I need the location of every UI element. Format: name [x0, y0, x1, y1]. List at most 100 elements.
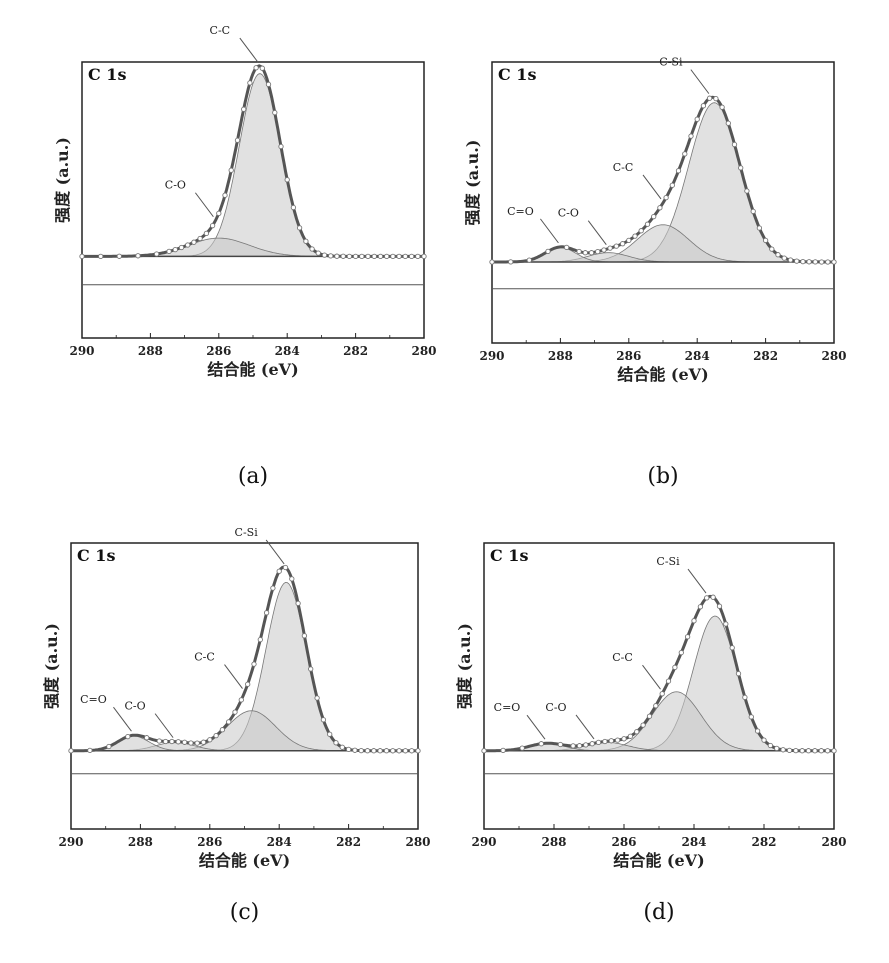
- data-point: [832, 260, 836, 264]
- data-point: [695, 117, 699, 121]
- data-point: [227, 720, 231, 724]
- x-tick-label: 286: [616, 349, 641, 363]
- data-point: [726, 121, 730, 125]
- annotation-label: C-C: [194, 651, 215, 664]
- data-point: [353, 254, 357, 258]
- data-point: [409, 254, 413, 258]
- data-point: [795, 259, 799, 263]
- x-tick-label: 288: [138, 344, 163, 358]
- data-point: [641, 723, 645, 727]
- data-point: [304, 239, 308, 243]
- data-point: [615, 738, 619, 742]
- data-point: [167, 249, 171, 253]
- data-point: [639, 229, 643, 233]
- data-point: [385, 254, 389, 258]
- data-point: [266, 82, 270, 86]
- data-point: [794, 748, 798, 752]
- data-point: [705, 596, 709, 600]
- data-point: [676, 169, 680, 173]
- annotation-label: C=O: [507, 205, 534, 218]
- data-point: [717, 604, 721, 608]
- x-tick-label: 286: [197, 835, 222, 849]
- data-point: [416, 749, 420, 753]
- data-point: [660, 692, 664, 696]
- data-point: [724, 622, 728, 626]
- plot-frame: [484, 543, 834, 829]
- data-point: [628, 734, 632, 738]
- y-axis-label: 强度 (a.u.): [463, 140, 482, 226]
- data-point: [309, 667, 313, 671]
- data-point: [781, 748, 785, 752]
- data-point: [654, 704, 658, 708]
- data-point: [627, 238, 631, 242]
- data-point: [189, 741, 193, 745]
- x-tick-label: 280: [821, 835, 846, 849]
- data-point: [117, 254, 121, 258]
- data-point: [743, 695, 747, 699]
- x-tick-label: 290: [479, 349, 504, 363]
- data-point: [736, 671, 740, 675]
- x-tick-label: 288: [541, 835, 566, 849]
- annotation-label: C-Si: [235, 526, 259, 539]
- data-point: [321, 718, 325, 722]
- data-point: [220, 728, 224, 732]
- x-tick-label: 288: [548, 349, 573, 363]
- data-point: [403, 254, 407, 258]
- annotation-label: C-C: [613, 161, 634, 174]
- data-point: [242, 107, 246, 111]
- x-tick-label: 282: [753, 349, 778, 363]
- data-point: [832, 749, 836, 753]
- data-point: [539, 742, 543, 746]
- data-point: [622, 737, 626, 741]
- annotation-label: C-Si: [656, 555, 680, 568]
- data-point: [365, 749, 369, 753]
- data-point: [366, 254, 370, 258]
- data-point: [698, 605, 702, 609]
- x-tick-label: 286: [611, 835, 636, 849]
- data-point: [422, 254, 426, 258]
- x-axis-label: 结合能 (eV): [206, 360, 298, 379]
- data-point: [813, 749, 817, 753]
- data-point: [347, 254, 351, 258]
- data-point: [787, 748, 791, 752]
- data-point: [826, 260, 830, 264]
- data-point: [359, 748, 363, 752]
- data-point: [482, 749, 486, 753]
- data-point: [290, 577, 294, 581]
- y-axis-label: 强度 (a.u.): [455, 623, 474, 709]
- data-point: [334, 741, 338, 745]
- data-point: [291, 205, 295, 209]
- y-axis-label: 强度 (a.u.): [53, 137, 72, 223]
- data-point: [378, 254, 382, 258]
- data-point: [584, 743, 588, 747]
- data-point: [296, 601, 300, 605]
- data-point: [819, 749, 823, 753]
- data-point: [335, 254, 339, 258]
- data-point: [732, 142, 736, 146]
- data-point: [609, 739, 613, 743]
- data-point: [69, 749, 73, 753]
- annotation-label: C=O: [494, 701, 521, 714]
- data-point: [788, 258, 792, 262]
- panel-caption: (a): [238, 464, 268, 489]
- data-point: [322, 253, 326, 257]
- data-point: [279, 144, 283, 148]
- data-point: [707, 96, 711, 100]
- data-point: [762, 738, 766, 742]
- data-point: [285, 178, 289, 182]
- data-point: [145, 736, 149, 740]
- x-tick-label: 282: [751, 835, 776, 849]
- data-point: [763, 238, 767, 242]
- x-tick-label: 290: [69, 344, 94, 358]
- data-point: [509, 260, 513, 264]
- data-point: [670, 183, 674, 187]
- data-point: [170, 739, 174, 743]
- data-point: [310, 247, 314, 251]
- data-point: [340, 745, 344, 749]
- x-tick-label: 280: [405, 835, 430, 849]
- data-point: [315, 696, 319, 700]
- data-point: [527, 258, 531, 262]
- data-point: [195, 741, 199, 745]
- panel-title: C 1s: [498, 65, 536, 84]
- data-point: [316, 251, 320, 255]
